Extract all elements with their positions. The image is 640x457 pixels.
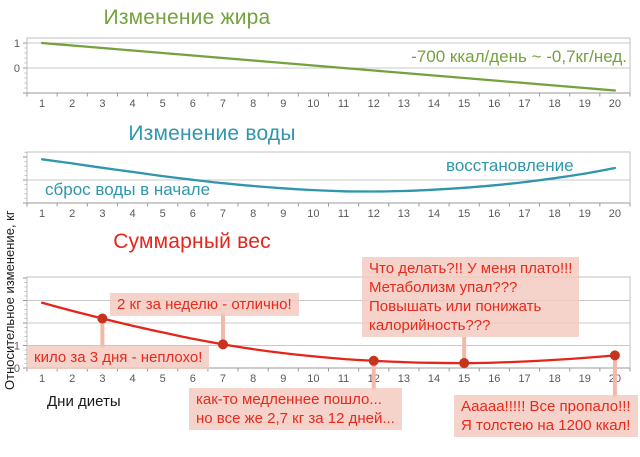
data-point-marker (97, 313, 108, 324)
callout-plateau-panic: Что делать?!! У меня плато!!! Метаболизм… (362, 257, 580, 337)
x-tick-label: 1 (39, 98, 45, 110)
water-drop-annotation: сброс воды в начале (45, 180, 211, 199)
x-tick-label: 7 (220, 208, 226, 220)
data-point-marker (368, 355, 379, 366)
y-axis-title: Относительное изменение, кг (2, 210, 17, 390)
y-tick-label: 1 (14, 341, 20, 353)
x-tick-label: 18 (549, 373, 561, 385)
x-tick-label: 4 (129, 208, 135, 220)
x-tick-label: 8 (250, 98, 256, 110)
x-tick-label: 16 (488, 373, 500, 385)
x-tick-label: 5 (160, 208, 166, 220)
fat-line (40, 41, 617, 92)
data-point-marker (609, 350, 620, 361)
x-tick-label: 2 (69, 98, 75, 110)
data-point-marker (459, 358, 470, 369)
callout-3day-progress: кило за 3 дня - неплохо! (27, 346, 210, 369)
x-tick-label: 19 (579, 373, 591, 385)
x-tick-label: 2 (69, 373, 75, 385)
x-tick-label: 13 (398, 208, 410, 220)
callout-gaining-panic: Ааааа!!!!! Все пропало!!! Я толстею на 1… (454, 395, 638, 437)
callout-week-progress: 2 кг за неделю - отлично! (110, 293, 299, 316)
x-tick-label: 6 (190, 373, 196, 385)
fat-rate-annotation: -700 ккал/день ~ -0,7кг/нед. (411, 47, 627, 66)
x-tick-label: 1 (39, 208, 45, 220)
x-tick-label: 9 (280, 373, 286, 385)
x-tick-label: 19 (579, 208, 591, 220)
x-axis-title: Дни диеты (47, 393, 121, 410)
y-tick-label: 0 (14, 363, 20, 375)
x-tick-label: 12 (368, 208, 380, 220)
x-tick-label: 13 (398, 373, 410, 385)
x-tick-label: 8 (250, 208, 256, 220)
x-tick-label: 14 (428, 208, 440, 220)
x-tick-label: 7 (220, 98, 226, 110)
x-tick-label: 18 (549, 98, 561, 110)
x-tick-label: 6 (190, 208, 196, 220)
x-tick-label: 7 (220, 373, 226, 385)
water-recovery-annotation: восстановление (446, 156, 574, 175)
x-tick-label: 15 (458, 208, 470, 220)
x-tick-label: 1 (39, 373, 45, 385)
x-tick-label: 14 (428, 373, 440, 385)
callout-12day-progress: как-то медленнее пошло... но все же 2,7 … (189, 388, 402, 430)
x-tick-label: 9 (280, 208, 286, 220)
x-tick-label: 14 (428, 98, 440, 110)
x-tick-label: 17 (518, 98, 530, 110)
y-tick-label: 1 (14, 38, 20, 50)
x-tick-label: 17 (518, 373, 530, 385)
x-tick-label: 11 (338, 373, 349, 385)
x-tick-label: 10 (307, 208, 319, 220)
fat-chart-title: Изменение жира (103, 6, 271, 29)
x-tick-label: 12 (368, 98, 380, 110)
x-tick-label: 8 (250, 373, 256, 385)
x-tick-label: 16 (488, 208, 500, 220)
y-tick-label: 0 (14, 63, 20, 75)
x-tick-label: 3 (99, 208, 105, 220)
x-tick-label: 3 (99, 373, 105, 385)
x-tick-label: 10 (307, 98, 319, 110)
x-tick-label: 15 (458, 98, 470, 110)
x-tick-label: 19 (579, 98, 591, 110)
weight-chart-title: Суммарный вес (113, 230, 271, 253)
x-tick-label: 5 (160, 373, 166, 385)
x-tick-label: 20 (609, 98, 621, 110)
weight-line (40, 301, 617, 365)
x-tick-label: 10 (307, 373, 319, 385)
x-tick-label: 3 (99, 98, 105, 110)
x-tick-label: 4 (129, 98, 135, 110)
x-tick-label: 13 (398, 98, 410, 110)
x-tick-label: 15 (458, 373, 470, 385)
x-tick-label: 11 (338, 98, 349, 110)
water-chart-title: Изменение воды (128, 122, 296, 145)
x-tick-label: 16 (488, 98, 500, 110)
x-tick-label: 6 (190, 98, 196, 110)
x-tick-label: 18 (549, 208, 561, 220)
x-tick-label: 9 (280, 98, 286, 110)
water-line (40, 158, 617, 193)
x-tick-label: 2 (69, 208, 75, 220)
x-tick-label: 11 (338, 208, 349, 220)
x-tick-label: 5 (160, 98, 166, 110)
data-point-marker (217, 339, 228, 350)
x-tick-label: 4 (129, 373, 135, 385)
x-tick-label: 17 (518, 208, 530, 220)
x-tick-label: 20 (609, 208, 621, 220)
